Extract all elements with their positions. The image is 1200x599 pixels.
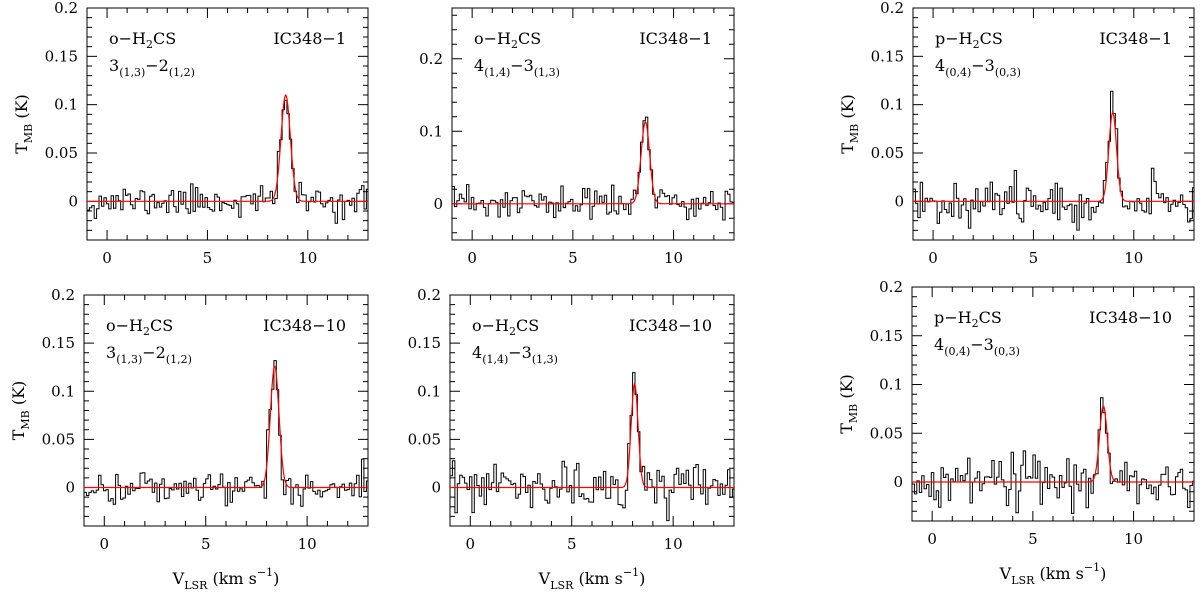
- spectrum-line: [450, 372, 734, 522]
- x-tick-label: 5: [567, 535, 577, 553]
- y-tick-label: 0.05: [870, 424, 903, 442]
- y-axis-label: TMB (K): [12, 94, 35, 154]
- y-axis-label: TMB (K): [838, 94, 861, 154]
- y-tick-label: 0.15: [408, 334, 441, 352]
- transition-label: 4(1,4)−3(1,3): [472, 343, 558, 366]
- x-axis-label: VLSR (km s−1): [538, 566, 646, 592]
- x-tick-label: 0: [466, 535, 476, 553]
- molecule-label: o−H2CS: [474, 29, 541, 51]
- transition-label: 3(1,3)−2(1,2): [109, 56, 195, 79]
- x-tick-label: 5: [568, 249, 578, 267]
- source-label: IC348−1: [1099, 29, 1172, 48]
- source-label: IC348−1: [273, 29, 346, 48]
- x-tick-label: 5: [1029, 249, 1039, 267]
- source-label: IC348−1: [639, 29, 712, 48]
- gaussian-fit-line: [450, 381, 734, 489]
- x-tick-label: 0: [928, 249, 938, 267]
- x-tick-label: 10: [1124, 249, 1143, 267]
- spectrum-line: [87, 99, 368, 224]
- x-tick-label: 10: [1124, 530, 1143, 548]
- spectrum-line: [913, 90, 1194, 231]
- y-tick-label: 0.15: [45, 47, 78, 65]
- x-tick-label: 10: [298, 249, 317, 267]
- molecule-label: o−H2CS: [472, 316, 539, 338]
- x-tick-label: 0: [467, 249, 477, 267]
- y-tick-label: 0.15: [870, 327, 903, 345]
- y-tick-label: 0.2: [417, 286, 441, 304]
- x-axis-label: VLSR (km s−1): [172, 566, 280, 592]
- y-tick-label: 0.05: [42, 430, 75, 448]
- x-tick-label: 0: [927, 530, 937, 548]
- gaussian-fit-line: [912, 405, 1194, 483]
- source-label: IC348−10: [629, 316, 712, 335]
- x-tick-label: 10: [664, 249, 683, 267]
- y-tick-label: 0.2: [54, 0, 78, 17]
- y-tick-label: 0.1: [54, 96, 78, 114]
- transition-label: 4(0,4)−3(0,3): [934, 335, 1020, 358]
- y-tick-label: 0: [894, 192, 904, 210]
- spectrum-panel-4: 0 5 10 0 0.05 0.1 0.15 0.2 TMB (K) VLSR (km s−1) o…: [9, 286, 369, 592]
- spectrum-line: [912, 397, 1194, 514]
- x-tick-label: 5: [1028, 530, 1038, 548]
- transition-label: 4(1,4)−3(1,3): [474, 56, 560, 79]
- y-tick-label: 0.15: [42, 334, 75, 352]
- y-axis-label: TMB (K): [9, 381, 32, 441]
- spectrum-panel-6: 0 5 10 0 0.05 0.1 0.15 0.2 TMB (K) VLSR (km s−1) p…: [837, 278, 1195, 587]
- y-tick-label: 0.2: [879, 278, 903, 296]
- molecule-label: p−H2CS: [934, 308, 1002, 330]
- y-tick-label: 0.2: [880, 0, 904, 17]
- spectrum-panel-5: 0 5 10 0 0.05 0.1 0.15 0.2 VLSR (km s−1) o−H2CS 4(…: [408, 286, 735, 592]
- y-tick-label: 0.05: [45, 144, 78, 162]
- spectrum-panel-3: 0 5 10 0 0.05 0.1 0.15 0.2 TMB (K) p−H2CS 4(0,4)−3…: [838, 0, 1195, 267]
- y-tick-label: 0.05: [871, 144, 904, 162]
- y-tick-label: 0.2: [51, 286, 75, 304]
- transition-label: 3(1,3)−2(1,2): [106, 343, 192, 366]
- y-tick-label: 0: [433, 195, 443, 213]
- y-tick-label: 0.1: [417, 382, 441, 400]
- x-tick-label: 10: [298, 535, 317, 553]
- gaussian-fit-line: [913, 111, 1194, 202]
- y-tick-label: 0: [893, 473, 903, 491]
- x-tick-label: 0: [102, 249, 112, 267]
- y-tick-label: 0: [65, 479, 75, 497]
- y-tick-label: 0.15: [871, 47, 904, 65]
- y-axis-label: TMB (K): [837, 374, 860, 434]
- y-tick-label: 0.1: [880, 96, 904, 114]
- y-tick-label: 0.1: [51, 382, 75, 400]
- gaussian-fit-line: [87, 93, 368, 202]
- gaussian-fit-line: [452, 120, 734, 205]
- y-tick-label: 0.1: [419, 122, 443, 140]
- y-tick-label: 0.1: [879, 376, 903, 394]
- x-tick-label: 5: [201, 535, 211, 553]
- transition-label: 4(0,4)−3(0,3): [935, 56, 1021, 79]
- gaussian-fit-line: [84, 365, 368, 489]
- spectrum-panel-2: 0 5 10 0 0.1 0.2 o−H2CS 4(1,4)−3(1,3) IC348−1: [419, 7, 735, 267]
- x-axis-label: VLSR (km s−1): [999, 561, 1107, 587]
- molecule-label: p−H2CS: [935, 29, 1003, 51]
- source-label: IC348−10: [1089, 308, 1172, 327]
- y-tick-label: 0.2: [419, 50, 443, 68]
- x-tick-label: 10: [664, 535, 683, 553]
- molecule-label: o−H2CS: [109, 29, 176, 51]
- spectrum-line: [452, 116, 734, 221]
- spectrum-line: [84, 360, 368, 507]
- source-label: IC348−10: [263, 316, 346, 335]
- y-tick-label: 0: [68, 192, 78, 210]
- y-tick-label: 0.05: [408, 430, 441, 448]
- spectrum-panel-1: 0 5 10 0 0.05 0.1 0.15 0.2 TMB (K) o−H2CS 3(1,3)−2…: [12, 0, 369, 267]
- y-tick-label: 0: [431, 479, 441, 497]
- molecule-label: o−H2CS: [106, 316, 173, 338]
- x-tick-label: 0: [100, 535, 110, 553]
- x-tick-label: 5: [203, 249, 213, 267]
